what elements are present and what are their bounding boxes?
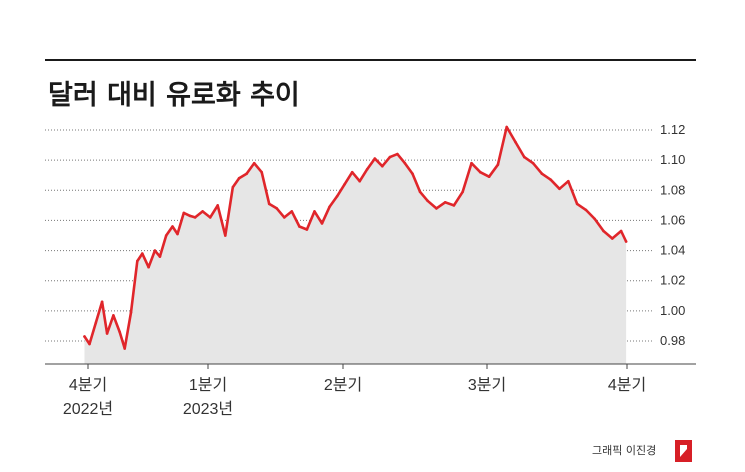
data-point: [328, 205, 331, 209]
data-point: [335, 195, 339, 198]
data-point: [153, 249, 157, 252]
data-point: [505, 125, 509, 129]
data-point: [158, 255, 162, 258]
data-point: [624, 240, 628, 243]
y-tick-label: 1.08: [660, 182, 685, 197]
data-point: [123, 347, 126, 350]
data-point: [549, 178, 552, 181]
data-point: [105, 332, 109, 335]
data-point: [320, 222, 324, 225]
y-axis: 1.12 1.10 1.08 1.06 1.04 1.02 1.00 0.98: [660, 122, 685, 348]
data-point: [418, 190, 422, 194]
data-point: [193, 216, 197, 219]
data-point: [523, 155, 526, 159]
x-tick-label: 1분기: [189, 376, 227, 394]
data-point: [94, 321, 98, 325]
data-point: [260, 170, 264, 174]
data-point: [100, 300, 104, 304]
data-point: [290, 210, 294, 213]
data-point: [305, 228, 309, 231]
area-layer: [84, 127, 627, 364]
data-point: [182, 211, 186, 215]
data-point: [171, 225, 174, 228]
data-point: [452, 204, 456, 207]
y-tick-label: 0.98: [660, 333, 685, 348]
data-point: [619, 229, 623, 233]
data-point: [275, 207, 279, 210]
x-tick-sublabel: 2023년: [183, 400, 233, 418]
x-tick-sublabel: 2022년: [63, 400, 113, 418]
logo-icon: [675, 440, 692, 462]
data-point: [365, 167, 369, 171]
data-point: [188, 214, 192, 218]
data-point: [531, 161, 535, 165]
data-point: [252, 161, 256, 165]
data-point: [343, 183, 346, 186]
data-point: [461, 190, 465, 194]
data-point: [129, 311, 133, 314]
data-point: [283, 216, 286, 219]
data-point: [208, 216, 212, 219]
data-point: [514, 140, 517, 144]
data-point: [567, 179, 570, 183]
y-tick-label: 1.12: [660, 122, 685, 137]
chart-title: 달러 대비 유로화 추이: [48, 80, 300, 111]
data-point: [267, 202, 271, 206]
data-point: [470, 161, 473, 165]
data-point: [388, 155, 392, 159]
data-point: [224, 234, 227, 237]
credit-text: 그래픽 이진경: [592, 444, 656, 457]
data-point: [201, 210, 204, 213]
data-point: [231, 186, 235, 189]
x-tick-label: 3분기: [468, 376, 506, 394]
data-point: [141, 252, 144, 255]
y-tick-label: 1.00: [660, 303, 685, 318]
data-point: [487, 175, 491, 178]
data-point: [83, 335, 86, 338]
data-point: [381, 164, 384, 168]
data-point: [164, 234, 168, 237]
data-point: [358, 179, 362, 183]
y-tick-label: 1.10: [660, 152, 685, 167]
data-point: [593, 217, 596, 221]
x-tick-label: 4분기: [69, 376, 107, 394]
y-tick-label: 1.02: [660, 273, 685, 288]
data-point: [298, 225, 301, 228]
data-point: [245, 172, 248, 175]
data-point: [479, 170, 482, 174]
data-point: [584, 208, 588, 212]
data-point: [403, 161, 407, 165]
y-tick-label: 1.04: [660, 243, 685, 258]
line-layer: [83, 125, 628, 350]
data-point: [313, 210, 316, 213]
data-point: [147, 265, 150, 269]
data-point: [496, 163, 500, 166]
data-point: [176, 232, 179, 236]
data-point: [558, 187, 561, 191]
data-point: [602, 229, 605, 233]
data-point: [443, 201, 447, 204]
x-tick-label: 2분기: [324, 376, 362, 394]
data-point: [118, 330, 121, 334]
data-point: [611, 237, 614, 240]
data-point: [216, 204, 219, 207]
data-point: [373, 157, 377, 160]
data-point: [540, 172, 544, 175]
data-point: [136, 259, 139, 263]
data-point: [435, 207, 438, 210]
data-point: [396, 152, 399, 156]
data-point: [112, 314, 115, 317]
series-line: [83, 125, 628, 350]
data-point: [426, 199, 429, 203]
y-tick-label: 1.06: [660, 212, 685, 227]
x-axis: 4분기 2022년 1분기 2023년 2분기 3분기 4분기: [63, 364, 646, 418]
data-point: [350, 170, 354, 174]
series-area: [84, 127, 627, 364]
data-point: [237, 176, 241, 180]
data-point: [88, 342, 91, 346]
x-tick-label: 4분기: [608, 376, 646, 394]
data-point: [411, 172, 414, 175]
data-point: [575, 202, 579, 206]
